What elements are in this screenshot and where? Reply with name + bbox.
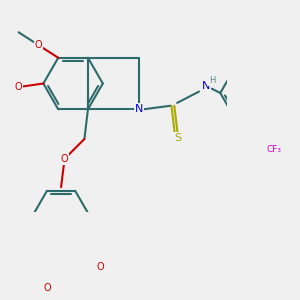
Text: N: N <box>135 104 143 114</box>
Text: S: S <box>174 133 182 143</box>
Text: O: O <box>15 82 22 92</box>
Text: O: O <box>61 154 68 164</box>
Text: S: S <box>174 133 182 143</box>
Text: N: N <box>202 81 210 91</box>
Text: N: N <box>202 81 210 91</box>
Text: H: H <box>209 76 216 85</box>
Text: O: O <box>97 262 104 272</box>
Text: CF₃: CF₃ <box>267 145 282 154</box>
Text: O: O <box>43 283 51 293</box>
Text: O: O <box>34 40 42 50</box>
Text: N: N <box>135 104 143 114</box>
Text: H: H <box>209 76 216 85</box>
